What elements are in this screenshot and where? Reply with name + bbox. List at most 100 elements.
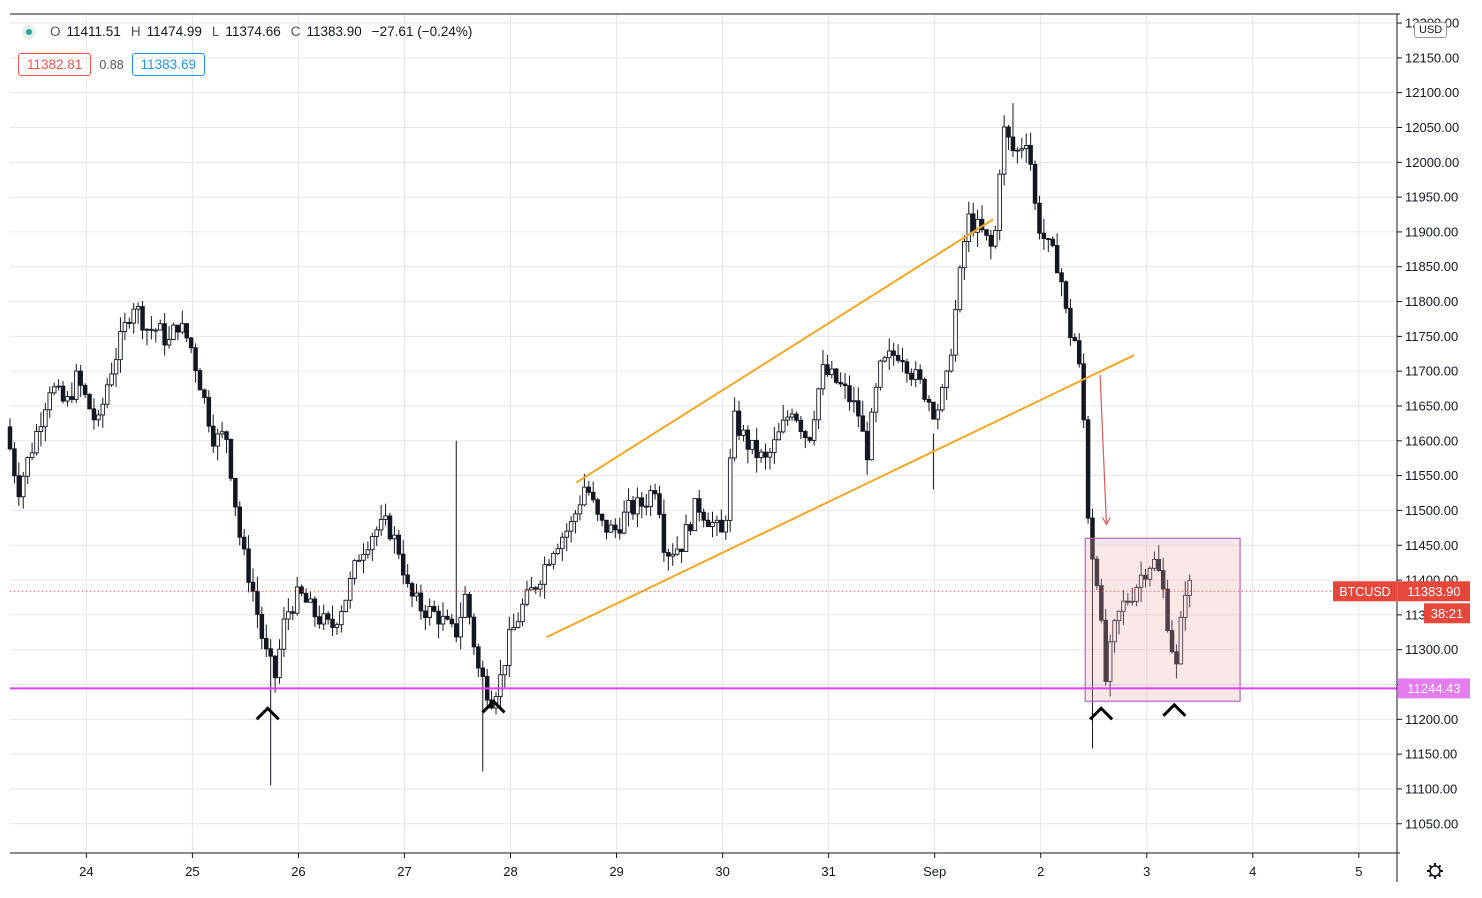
candle-body [895, 354, 901, 361]
candle-body [568, 521, 574, 532]
candle-body [1165, 588, 1170, 631]
currency-label[interactable]: USD [1414, 22, 1448, 38]
candle-body [109, 373, 114, 386]
price-tags: BTCUSD 11383.90 38:21 11244.43 [1333, 581, 1470, 699]
gear-icon[interactable] [1427, 863, 1443, 879]
candle-body [776, 431, 782, 441]
candle-body [445, 615, 450, 620]
candle-body [1001, 126, 1007, 175]
candle-body [1121, 600, 1126, 612]
candle-body [1041, 232, 1047, 240]
candle-body [723, 519, 729, 533]
candle-body [454, 623, 459, 638]
time-tick-label: 24 [79, 864, 93, 879]
candle-body [356, 559, 362, 562]
candle-body [573, 513, 578, 523]
price-tick-label: 11850.00 [1405, 259, 1458, 274]
candle-body [935, 409, 941, 420]
candle-body [471, 616, 477, 648]
candle-body [193, 347, 198, 372]
candle-body [281, 618, 287, 650]
price-axis[interactable]: 12200.0012150.0012100.0012050.0012000.00… [1397, 16, 1459, 832]
candle-body [750, 439, 755, 450]
candle-body [820, 364, 826, 390]
candle-body [555, 548, 561, 554]
buy-price-button[interactable]: 11383.69 [131, 53, 205, 76]
candle-body [754, 439, 759, 458]
candle-body [546, 563, 552, 566]
candle-body [864, 430, 870, 461]
price-tick-label: 11600.00 [1405, 433, 1458, 448]
candle-body [1094, 558, 1100, 587]
candle-body [683, 524, 689, 552]
candle-body [162, 323, 167, 346]
candle-body [997, 173, 1002, 231]
candle-body [122, 322, 128, 332]
time-tick-label: Sep [923, 864, 946, 879]
candle-body [564, 530, 569, 538]
open-value: 11411.51 [66, 24, 121, 39]
price-tick-label: 12100.00 [1405, 85, 1459, 100]
candle-body [688, 524, 693, 532]
candle-body [803, 431, 808, 439]
high-value: 11474.99 [146, 24, 202, 39]
candle-body [104, 384, 110, 405]
candle-body [343, 599, 349, 613]
candle-body [1112, 620, 1117, 643]
candle-body [378, 518, 384, 531]
candle-body [524, 589, 530, 605]
bottom-marker-icon [1089, 706, 1114, 721]
price-tick-label: 11550.00 [1405, 468, 1458, 483]
candle-body [763, 451, 768, 458]
candle-body [1138, 574, 1144, 588]
candle-body [414, 592, 419, 597]
candle-body [135, 306, 141, 310]
channel-upper-line [575, 218, 994, 484]
candle-body [1099, 585, 1104, 621]
candle-body [710, 522, 715, 528]
candle-body [931, 401, 936, 420]
candle-body [317, 616, 322, 625]
time-axis[interactable]: 24 25 26 27 28 29 30 31 Sep 2 3 4 5 [79, 853, 1362, 879]
candle-body [714, 519, 720, 524]
candle-body [670, 553, 675, 557]
close-value: 11383.90 [306, 24, 362, 39]
candle-body [926, 398, 932, 403]
candle-body [144, 328, 150, 331]
candle-body [277, 648, 282, 679]
candle-body [1028, 144, 1033, 165]
candle-body [383, 515, 388, 520]
candle-body [882, 357, 888, 362]
low-label: L [211, 24, 220, 39]
change-value: −27.61 (−0.24%) [371, 24, 473, 39]
high-label: H [130, 24, 141, 39]
price-tick-label: 11900.00 [1405, 224, 1458, 239]
price-tick-label: 12000.00 [1405, 155, 1459, 170]
candle-body [856, 400, 861, 417]
candle-body [246, 548, 251, 583]
candle-body [648, 490, 653, 508]
candle-body [701, 511, 706, 521]
candle-body [25, 457, 30, 477]
candle-body [697, 498, 702, 513]
candle-body [811, 419, 817, 441]
candle-body [520, 603, 525, 623]
price-tick-label: 12050.00 [1405, 120, 1459, 135]
candle-body [1174, 651, 1179, 665]
spread-value: 0.88 [99, 57, 124, 72]
candle-body [1054, 245, 1060, 274]
candle-body [1006, 126, 1011, 138]
candle-body [418, 592, 424, 612]
candle-body [582, 486, 587, 506]
candle-body [608, 524, 614, 533]
candle-body [387, 515, 393, 540]
candle-body [321, 613, 326, 625]
candle-body [758, 451, 764, 458]
arrow-head [1101, 517, 1111, 526]
sell-price-button[interactable]: 11382.81 [18, 53, 92, 76]
candle-body [197, 370, 203, 391]
drawings-layer[interactable] [10, 218, 1397, 721]
price-tick-label: 11750.00 [1405, 329, 1458, 344]
candle-body [851, 400, 857, 403]
